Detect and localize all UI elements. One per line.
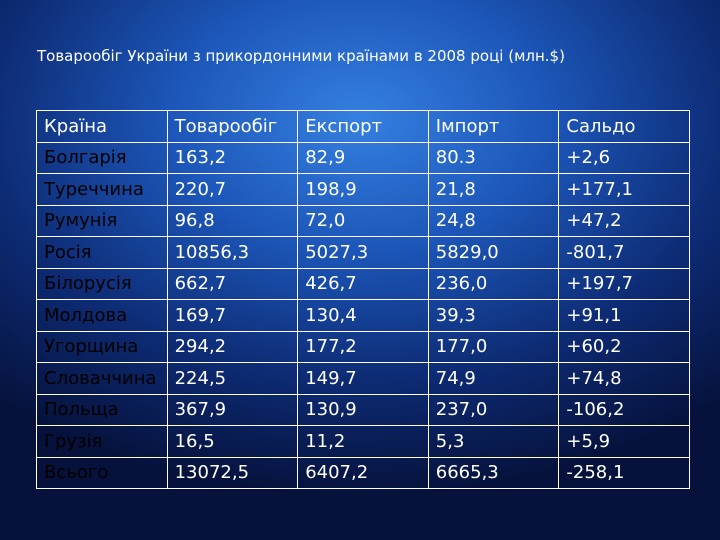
country-cell: Польща <box>36 393 168 426</box>
country-cell: Туреччина <box>36 173 168 206</box>
table-row: Угорщина 294,2 177,2 177,0 +60,2 <box>36 330 690 363</box>
country-cell: Словаччина <box>36 362 168 395</box>
table-row: Грузія 16,5 11,2 5,3 +5,9 <box>36 425 690 458</box>
value-cell: 39,3 <box>427 299 560 332</box>
country-cell: Росія <box>36 236 168 269</box>
value-cell: 237,0 <box>427 393 560 426</box>
value-cell: +197,7 <box>558 267 690 300</box>
value-cell: 130,9 <box>297 393 429 426</box>
country-cell: Грузія <box>36 425 168 458</box>
country-cell: Білорусія <box>36 267 168 300</box>
country-cell: Болгарія <box>36 141 168 174</box>
value-cell: 169,7 <box>166 299 299 332</box>
value-cell: 5829,0 <box>427 236 560 269</box>
value-cell: 96,8 <box>166 204 299 237</box>
value-cell: 24,8 <box>427 204 560 237</box>
value-cell: 13072,5 <box>166 456 299 489</box>
value-cell: 130,4 <box>297 299 429 332</box>
value-cell: 74,9 <box>427 362 560 395</box>
slide-title: Товарообіг України з прикордонними країн… <box>37 47 565 65</box>
value-cell: 177,2 <box>297 330 429 363</box>
table-row: Молдова 169,7 130,4 39,3 +91,1 <box>36 299 690 332</box>
value-cell: 236,0 <box>427 267 560 300</box>
value-cell: 80.3 <box>427 141 560 174</box>
value-cell: 10856,3 <box>166 236 299 269</box>
value-cell: 662,7 <box>166 267 299 300</box>
value-cell: 5,3 <box>427 425 560 458</box>
column-header: Сальдо <box>558 110 690 143</box>
value-cell: 82,9 <box>297 141 429 174</box>
value-cell: 149,7 <box>297 362 429 395</box>
column-header: Імпорт <box>427 110 560 143</box>
value-cell: 5027,3 <box>297 236 429 269</box>
country-cell: Молдова <box>36 299 168 332</box>
header-row: Країна Товарообіг Експорт Імпорт Сальдо <box>36 110 690 143</box>
value-cell: +47,2 <box>558 204 690 237</box>
column-header: Товарообіг <box>166 110 299 143</box>
value-cell: 11,2 <box>297 425 429 458</box>
value-cell: 224,5 <box>166 362 299 395</box>
column-header: Країна <box>36 110 168 143</box>
table-row: Польща 367,9 130,9 237,0 -106,2 <box>36 393 690 426</box>
table-row: Туреччина 220,7 198,9 21,8 +177,1 <box>36 173 690 206</box>
value-cell: 294,2 <box>166 330 299 363</box>
value-cell: 367,9 <box>166 393 299 426</box>
value-cell: -258,1 <box>558 456 690 489</box>
table-row: Всього 13072,5 6407,2 6665,3 -258,1 <box>36 456 690 489</box>
value-cell: 177,0 <box>427 330 560 363</box>
table-row: Словаччина 224,5 149,7 74,9 +74,8 <box>36 362 690 395</box>
table-row: Болгарія 163,2 82,9 80.3 +2,6 <box>36 141 690 174</box>
value-cell: 220,7 <box>166 173 299 206</box>
value-cell: 426,7 <box>297 267 429 300</box>
country-cell: Угорщина <box>36 330 168 363</box>
table-row: Румунія 96,8 72,0 24,8 +47,2 <box>36 204 690 237</box>
country-cell: Всього <box>36 456 168 489</box>
column-header: Експорт <box>297 110 429 143</box>
table-row: Білорусія 662,7 426,7 236,0 +197,7 <box>36 267 690 300</box>
value-cell: +5,9 <box>558 425 690 458</box>
value-cell: +2,6 <box>558 141 690 174</box>
value-cell: +91,1 <box>558 299 690 332</box>
value-cell: 72,0 <box>297 204 429 237</box>
trade-table: Країна Товарообіг Експорт Імпорт Сальдо Болга… <box>36 110 690 489</box>
table-row: Росія 10856,3 5027,3 5829,0 -801,7 <box>36 236 690 269</box>
value-cell: 6665,3 <box>427 456 560 489</box>
value-cell: +60,2 <box>558 330 690 363</box>
value-cell: 21,8 <box>427 173 560 206</box>
value-cell: -801,7 <box>558 236 690 269</box>
value-cell: +74,8 <box>558 362 690 395</box>
value-cell: +177,1 <box>558 173 690 206</box>
country-cell: Румунія <box>36 204 168 237</box>
value-cell: 198,9 <box>297 173 429 206</box>
value-cell: 6407,2 <box>297 456 429 489</box>
value-cell: -106,2 <box>558 393 690 426</box>
value-cell: 163,2 <box>166 141 299 174</box>
value-cell: 16,5 <box>166 425 299 458</box>
